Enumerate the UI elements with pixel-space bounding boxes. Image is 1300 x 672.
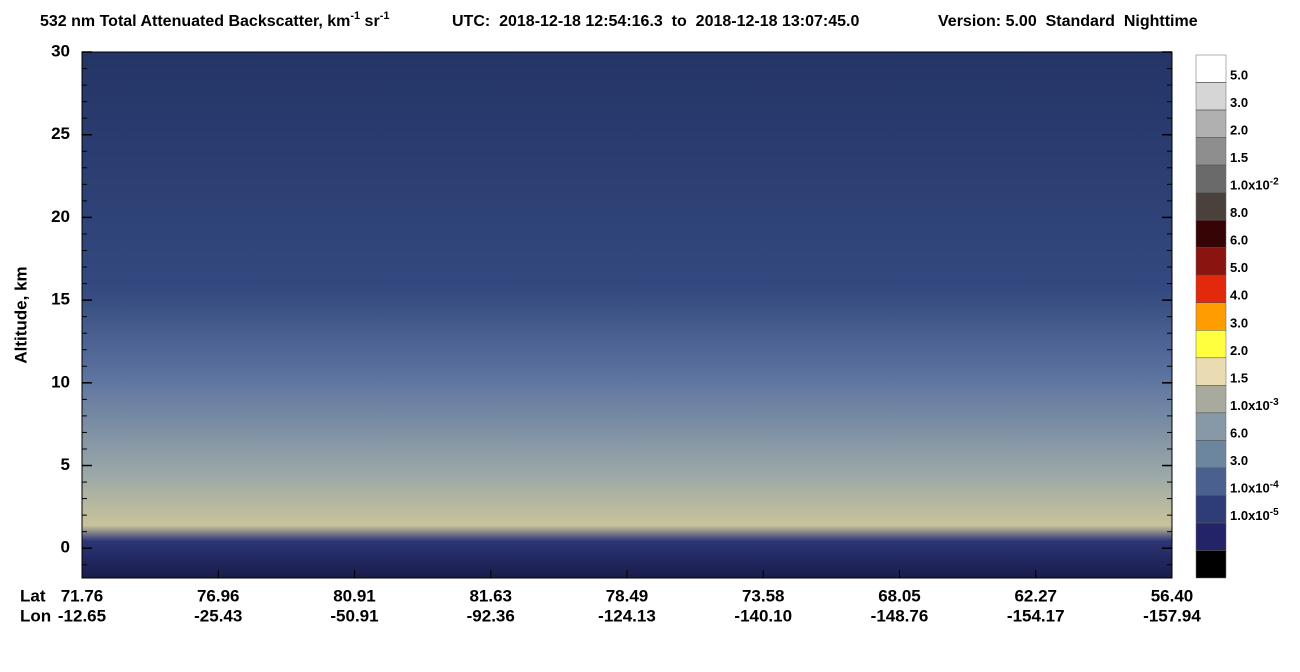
colorbar-label-text: 3.0 xyxy=(1230,95,1248,110)
lat-tick-label: 76.96 xyxy=(197,586,240,605)
colorbar-band xyxy=(1195,357,1227,386)
colorbar-label: 3.0 xyxy=(1230,95,1248,110)
y-axis-title: Altitude, km xyxy=(11,266,30,363)
colorbar-label-text: 5.0 xyxy=(1230,261,1248,276)
colorbar-label-text: 2.0 xyxy=(1230,343,1248,358)
colorbar-label: 5.0 xyxy=(1230,68,1248,83)
colorbar-band xyxy=(1195,412,1227,441)
colorbar-label: 6.0 xyxy=(1230,233,1248,248)
y-tick-label: 5 xyxy=(61,455,70,474)
colorbar-label-text: 4.0 xyxy=(1230,288,1248,303)
colorbar-label-text: 1.0x10 xyxy=(1230,178,1270,193)
colorbar-band xyxy=(1195,467,1227,496)
colorbar-band xyxy=(1195,82,1227,111)
colorbar-label: 3.0 xyxy=(1230,453,1248,468)
colorbar-band xyxy=(1195,137,1227,166)
colorbar-label-text: 6.0 xyxy=(1230,426,1248,441)
lon-label: Lon xyxy=(20,606,51,625)
colorbar-label-text: 1.0x10 xyxy=(1230,508,1270,523)
colorbar-label-text: 3.0 xyxy=(1230,316,1248,331)
colorbar-band xyxy=(1195,109,1227,138)
colorbar-label-text: 2.0 xyxy=(1230,123,1248,138)
colorbar-band xyxy=(1195,302,1227,331)
lat-tick-label: 71.76 xyxy=(61,586,104,605)
colorbar-label: 1.5 xyxy=(1230,371,1248,386)
colorbar-label: 1.0x10-5 xyxy=(1230,507,1279,524)
lon-tick-label: -50.91 xyxy=(330,606,378,625)
colorbar-label: 1.0x10-2 xyxy=(1230,176,1279,193)
colorbar-label-text: 1.5 xyxy=(1230,371,1248,386)
colorbar-label-text: 6.0 xyxy=(1230,233,1248,248)
colorbar-label: 3.0 xyxy=(1230,316,1248,331)
lat-tick-label: 68.05 xyxy=(878,586,921,605)
colorbar-band xyxy=(1195,247,1227,276)
colorbar-band xyxy=(1195,164,1227,193)
lat-tick-label: 62.27 xyxy=(1014,586,1057,605)
colorbar-label: 1.5 xyxy=(1230,151,1248,166)
colorbar-exponent: -5 xyxy=(1270,507,1279,518)
lon-tick-label: -157.94 xyxy=(1143,606,1201,625)
colorbar-band xyxy=(1195,330,1227,359)
colorbar-exponent: -4 xyxy=(1270,479,1279,490)
colorbar-band xyxy=(1195,192,1227,221)
colorbar-band xyxy=(1195,54,1227,83)
lat-tick-label: 80.91 xyxy=(333,586,376,605)
colorbar-label-text: 5.0 xyxy=(1230,68,1248,83)
colorbar-label: 1.0x10-3 xyxy=(1230,396,1279,413)
lat-tick-label: 56.40 xyxy=(1151,586,1194,605)
lat-tick-label: 81.63 xyxy=(469,586,512,605)
y-tick-label: 15 xyxy=(51,290,70,309)
colorbar-label: 1.0x10-4 xyxy=(1230,479,1279,496)
lon-tick-label: -92.36 xyxy=(467,606,515,625)
colorbar-band xyxy=(1195,385,1227,414)
y-tick-label: 0 xyxy=(61,538,70,557)
lon-tick-label: -124.13 xyxy=(598,606,656,625)
colorbar-band xyxy=(1195,550,1227,579)
utc-range: UTC: 2018-12-18 12:54:16.3 to 2018-12-18… xyxy=(452,13,859,30)
lon-tick-label: -12.65 xyxy=(58,606,106,625)
colorbar-label-text: 1.0x10 xyxy=(1230,398,1270,413)
colorbar-label: 2.0 xyxy=(1230,343,1248,358)
colorbar-label-text: 3.0 xyxy=(1230,453,1248,468)
lon-tick-label: -140.10 xyxy=(734,606,792,625)
lat-tick-label: 78.49 xyxy=(606,586,649,605)
colorbar-label-text: 1.0x10 xyxy=(1230,481,1270,496)
backscatter-image xyxy=(82,52,1172,578)
colorbar-exponent: -3 xyxy=(1270,396,1279,407)
colorbar-band xyxy=(1195,440,1227,469)
colorbar-label: 5.0 xyxy=(1230,261,1248,276)
colorbar-label: 2.0 xyxy=(1230,123,1248,138)
colorbar-band xyxy=(1195,522,1227,551)
colorbar-label-text: 8.0 xyxy=(1230,206,1248,221)
chart-title: 532 nm Total Attenuated Backscatter, km-… xyxy=(40,10,389,30)
colorbar-label-text: 1.5 xyxy=(1230,151,1248,166)
colorbar-exponent: -2 xyxy=(1270,176,1279,187)
lat-label: Lat xyxy=(20,586,46,605)
colorbar-band xyxy=(1195,219,1227,248)
version: Version: 5.00 Standard Nighttime xyxy=(938,13,1198,30)
lon-tick-label: -154.17 xyxy=(1007,606,1065,625)
colorbar-band xyxy=(1195,274,1227,303)
colorbar-label: 6.0 xyxy=(1230,426,1248,441)
lon-tick-label: -25.43 xyxy=(194,606,242,625)
y-tick-label: 25 xyxy=(51,124,70,143)
lat-tick-label: 73.58 xyxy=(742,586,785,605)
lon-tick-label: -148.76 xyxy=(871,606,929,625)
y-tick-label: 10 xyxy=(51,372,70,391)
colorbar-band xyxy=(1195,495,1227,524)
y-tick-label: 30 xyxy=(51,41,70,60)
y-tick-label: 20 xyxy=(51,207,70,226)
colorbar-label: 8.0 xyxy=(1230,206,1248,221)
colorbar-label: 4.0 xyxy=(1230,288,1248,303)
